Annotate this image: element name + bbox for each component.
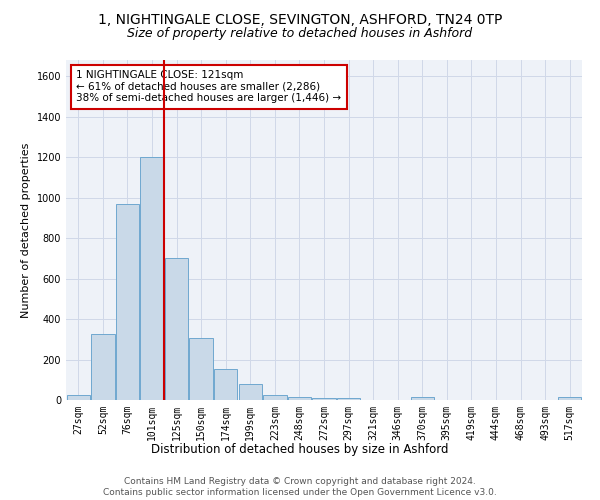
Bar: [558, 397, 581, 400]
Bar: [67, 395, 90, 400]
Bar: [140, 157, 164, 400]
Y-axis label: Number of detached properties: Number of detached properties: [21, 142, 31, 318]
Bar: [313, 398, 335, 400]
Bar: [337, 398, 360, 400]
Bar: [190, 338, 213, 400]
Text: 1, NIGHTINGALE CLOSE, SEVINGTON, ASHFORD, TN24 0TP: 1, NIGHTINGALE CLOSE, SEVINGTON, ASHFORD…: [98, 12, 502, 26]
Bar: [288, 397, 311, 400]
Bar: [263, 395, 287, 400]
Text: Contains HM Land Registry data © Crown copyright and database right 2024.
Contai: Contains HM Land Registry data © Crown c…: [103, 478, 497, 497]
Text: 1 NIGHTINGALE CLOSE: 121sqm
← 61% of detached houses are smaller (2,286)
38% of : 1 NIGHTINGALE CLOSE: 121sqm ← 61% of det…: [76, 70, 341, 103]
Bar: [239, 384, 262, 400]
Bar: [116, 204, 139, 400]
Bar: [165, 258, 188, 400]
Bar: [410, 397, 434, 400]
Text: Size of property relative to detached houses in Ashford: Size of property relative to detached ho…: [127, 28, 473, 40]
Text: Distribution of detached houses by size in Ashford: Distribution of detached houses by size …: [151, 442, 449, 456]
Bar: [91, 334, 115, 400]
Bar: [214, 368, 238, 400]
